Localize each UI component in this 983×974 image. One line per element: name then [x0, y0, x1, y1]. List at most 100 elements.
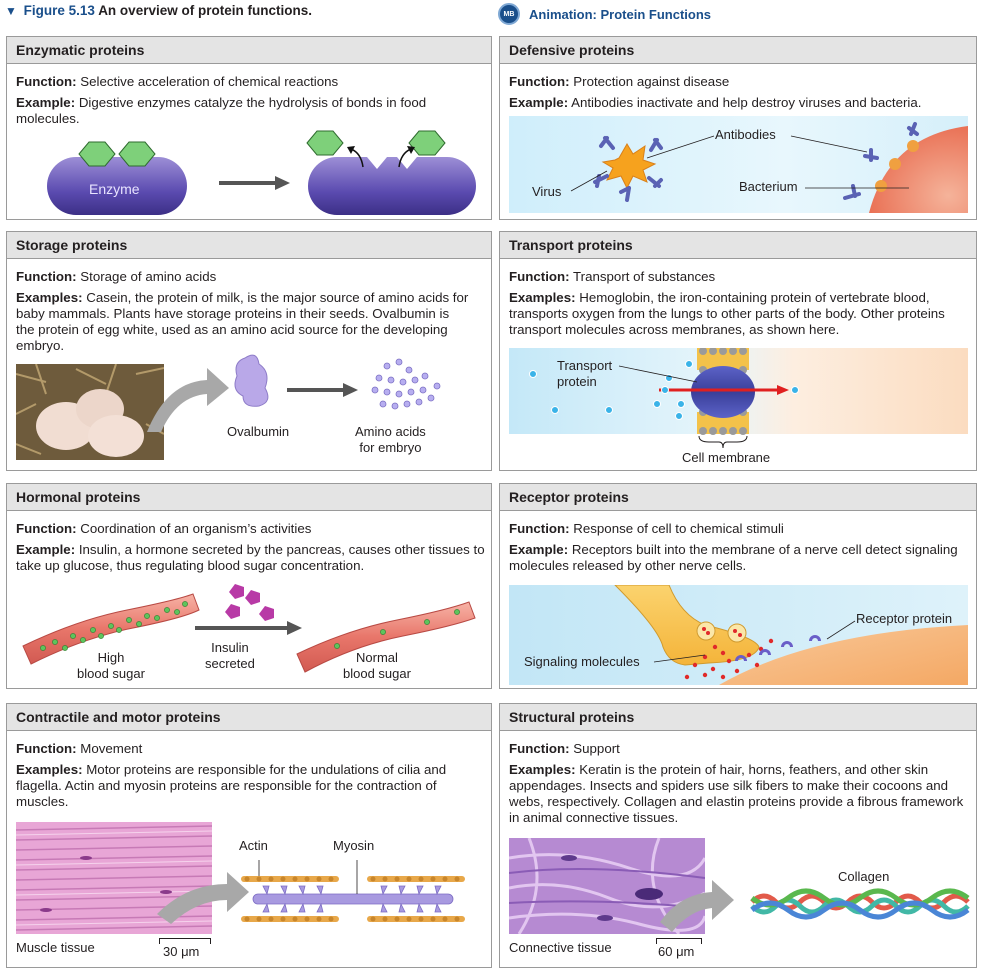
collagen-illustration	[660, 880, 970, 932]
amino-acid-dots	[371, 358, 441, 410]
example-text: Examples: Hemoglobin, the iron-containin…	[509, 290, 945, 337]
panel-hormonal: Hormonal proteins Function: Coordination…	[6, 483, 492, 689]
bacterium-shape	[869, 126, 968, 213]
animation-link[interactable]: MB Animation: Protein Functions	[498, 3, 711, 25]
enzyme-shape	[47, 157, 187, 215]
scale-bar	[159, 938, 211, 944]
high-blood-sugar-label: High blood sugar	[77, 650, 145, 681]
transport-protein-shape	[691, 366, 755, 418]
panel-enzymatic: Enzymatic proteins Function: Selective a…	[6, 36, 492, 220]
product-hexagon	[306, 130, 344, 156]
function-text: Function: Coordination of an organism’s …	[16, 521, 312, 536]
function-text: Function: Response of cell to chemical s…	[509, 521, 784, 536]
panel-title: Storage proteins	[7, 232, 491, 259]
function-text: Function: Selective acceleration of chem…	[16, 74, 339, 89]
example-text: Examples: Casein, the protein of milk, i…	[16, 290, 469, 353]
collagen-triple-helix	[750, 888, 970, 920]
curved-arrow-icon	[660, 880, 734, 932]
membrane-lipids	[697, 348, 749, 435]
receptor-illustration	[509, 585, 968, 685]
example-text: Example: Antibodies inactivate and help …	[509, 95, 922, 110]
curved-arrow-icon	[157, 872, 249, 924]
panel-contractile: Contractile and motor proteins Function:…	[6, 703, 492, 968]
myosin-label: Myosin	[333, 838, 375, 853]
transport-illustration	[509, 348, 968, 449]
release-arrow-icon	[407, 146, 415, 154]
enzyme-after	[308, 157, 476, 215]
scale-label: 60 μm	[658, 944, 695, 959]
animation-label[interactable]: Animation: Protein Functions	[529, 6, 711, 22]
panel-title: Transport proteins	[500, 232, 976, 259]
eggs-photo	[16, 364, 164, 460]
muscle-tissue-label: Muscle tissue	[16, 940, 95, 955]
arrow-icon	[343, 383, 358, 397]
membrane-bracket	[698, 435, 748, 449]
ovalbumin-shape	[234, 354, 269, 407]
antibody-illustration	[509, 116, 968, 213]
panel-title: Receptor proteins	[500, 484, 976, 511]
insulin-molecules	[225, 584, 274, 621]
glucose-dots-high	[40, 601, 188, 651]
release-arrow-icon	[347, 146, 355, 154]
example-text: Example: Insulin, a hormone secreted by …	[16, 542, 485, 573]
amino-acids-label: Amino acids for embryo	[355, 424, 426, 455]
function-text: Function: Transport of substances	[509, 269, 716, 284]
ovalbumin-label: Ovalbumin	[227, 424, 290, 439]
panel-title: Structural proteins	[500, 704, 976, 731]
curved-arrow-icon	[147, 368, 229, 432]
transport-arrow-icon	[777, 385, 789, 395]
receptor-protein-label: Receptor protein	[856, 611, 953, 626]
actin-myosin-illustration	[157, 860, 465, 924]
receiving-cell	[719, 625, 968, 685]
myosin-filament	[252, 885, 454, 913]
mastering-biology-icon: MB	[498, 3, 520, 25]
scale-label: 30 μm	[163, 944, 200, 959]
figure-title: ▼ Figure 5.13 An overview of protein fun…	[5, 3, 312, 18]
insulin-secreted-label: Insulin secreted	[205, 640, 255, 671]
scale-bar	[656, 938, 702, 944]
figure-label: Figure 5.13	[23, 3, 95, 18]
virus-label: Virus	[532, 184, 562, 199]
example-text: Examples: Motor proteins are responsible…	[16, 762, 447, 809]
function-text: Function: Storage of amino acids	[16, 269, 217, 284]
glucose-dots-normal	[334, 609, 460, 649]
panel-structural: Structural proteins Function: Support Ex…	[499, 703, 977, 968]
actin-filaments	[241, 876, 465, 922]
expand-triangle-icon[interactable]: ▼	[5, 4, 17, 18]
reaction-arrow-icon	[275, 176, 290, 190]
substrate-hexagon	[118, 141, 156, 167]
transport-protein-label: Transport protein	[557, 358, 613, 389]
panel-title: Defensive proteins	[500, 37, 976, 64]
arrow-icon	[287, 621, 302, 635]
storage-flow-illustration	[147, 354, 441, 432]
actin-label: Actin	[239, 838, 268, 853]
bacterium-label: Bacterium	[739, 179, 798, 194]
collagen-label: Collagen	[838, 869, 890, 884]
nerve-terminal	[614, 585, 760, 666]
function-text: Function: Movement	[16, 741, 143, 756]
connective-tissue-label: Connective tissue	[509, 940, 612, 955]
figure-caption: An overview of protein functions.	[98, 3, 312, 18]
panel-title: Hormonal proteins	[7, 484, 491, 511]
panel-receptor: Receptor proteins Function: Response of …	[499, 483, 977, 689]
example-text: Example: Receptors built into the membra…	[509, 542, 958, 573]
panel-transport: Transport proteins Function: Transport o…	[499, 231, 977, 471]
enzyme-illustration	[47, 130, 476, 215]
example-text: Examples: Keratin is the protein of hair…	[509, 762, 964, 825]
blood-vessel-normal	[296, 601, 476, 673]
function-text: Function: Protection against disease	[509, 74, 730, 89]
panel-title: Enzymatic proteins	[7, 37, 491, 64]
function-text: Function: Support	[509, 741, 620, 756]
product-hexagon	[408, 130, 446, 156]
cell-membrane-label: Cell membrane	[682, 450, 771, 465]
example-text: Example: Digestive enzymes catalyze the …	[16, 95, 427, 126]
vesicle	[696, 621, 716, 641]
normal-blood-sugar-label: Normal blood sugar	[343, 650, 411, 681]
panel-title: Contractile and motor proteins	[7, 704, 491, 731]
egg	[88, 415, 144, 457]
antibodies-label: Antibodies	[715, 127, 776, 142]
receptor-shapes	[735, 635, 821, 661]
insulin-illustration	[22, 584, 476, 673]
panel-storage: Storage proteins Function: Storage of am…	[6, 231, 492, 471]
panel-defensive: Defensive proteins Function: Protection …	[499, 36, 977, 220]
